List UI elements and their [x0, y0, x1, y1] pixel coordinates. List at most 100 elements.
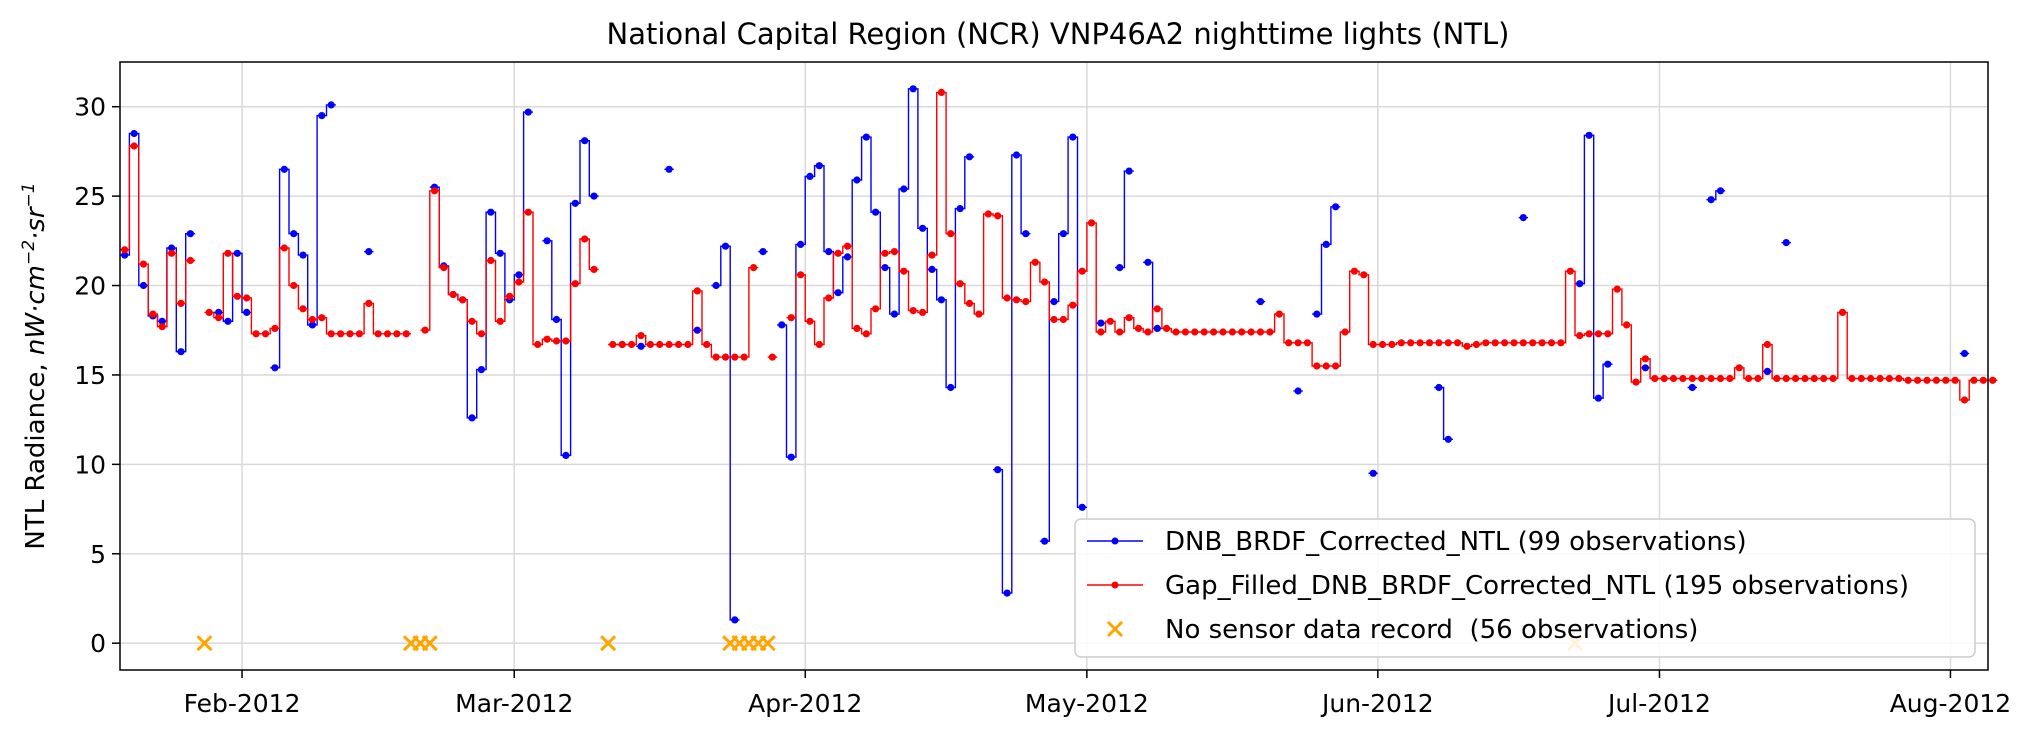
series-2 [196, 635, 1584, 652]
data-point [468, 414, 476, 422]
data-point [318, 314, 326, 322]
data-point [308, 315, 316, 324]
data-point [1435, 383, 1443, 392]
data-point [1792, 374, 1800, 383]
data-point [1378, 340, 1387, 349]
data-point [1012, 296, 1021, 304]
data-point [215, 308, 223, 316]
data-point [1444, 339, 1452, 347]
data-point [1519, 339, 1527, 347]
data-point [1407, 339, 1415, 347]
data-point [477, 366, 485, 374]
data-point [121, 246, 129, 254]
data-point [768, 353, 777, 361]
data-point [233, 249, 241, 257]
data-point [186, 256, 194, 265]
data-point [346, 330, 354, 338]
series-line-segment [1115, 170, 1134, 269]
data-point [534, 340, 542, 349]
data-point [1735, 364, 1743, 372]
data-point [552, 337, 561, 345]
data-point [919, 308, 927, 316]
data-point [430, 187, 439, 195]
data-point [637, 342, 645, 350]
data-point [1510, 339, 1518, 347]
x-tick-label: Jul-2012 [1606, 689, 1711, 718]
data-point [365, 248, 373, 256]
data-point [1547, 339, 1556, 347]
data-point [900, 185, 908, 193]
data-point [224, 249, 232, 257]
data-point [515, 271, 523, 279]
data-point [1472, 340, 1480, 349]
data-point [1059, 315, 1067, 324]
data-point [1350, 267, 1358, 275]
data-point [1716, 187, 1725, 195]
data-point [1904, 376, 1912, 384]
data-point [1332, 203, 1340, 211]
data-point [1134, 324, 1143, 332]
data-point [909, 85, 917, 93]
data-point [271, 324, 279, 332]
data-point [1097, 328, 1105, 336]
data-point [487, 256, 495, 265]
data-point [290, 281, 298, 290]
data-point [1463, 342, 1471, 350]
data-point [1247, 328, 1255, 336]
data-point [552, 315, 561, 324]
data-point [628, 340, 636, 349]
data-point [581, 235, 589, 243]
chart-title: National Capital Region (NCR) VNP46A2 ni… [607, 17, 1510, 51]
data-point [1848, 374, 1856, 383]
data-point [233, 292, 241, 300]
data-point [862, 133, 870, 141]
data-point [646, 340, 655, 349]
data-point [806, 317, 814, 325]
data-point [496, 317, 504, 325]
data-point [327, 330, 335, 338]
data-point [1144, 328, 1152, 336]
data-point [177, 299, 185, 307]
data-point [1623, 321, 1631, 329]
data-point [1285, 339, 1293, 347]
data-point [506, 292, 514, 300]
data-point [1885, 374, 1893, 383]
y-tick-label: 30 [74, 93, 106, 122]
data-point [1576, 332, 1584, 340]
data-point [1050, 298, 1058, 306]
data-point [1801, 374, 1809, 383]
data-point [1106, 317, 1114, 325]
data-point [571, 280, 579, 288]
data-point [618, 340, 626, 349]
x-tick-label: May-2012 [1025, 689, 1149, 718]
data-point [937, 88, 946, 96]
data-point [1031, 258, 1039, 266]
data-point [1538, 339, 1546, 347]
data-point [1191, 328, 1199, 336]
data-point [1876, 374, 1884, 383]
data-point [1116, 328, 1124, 336]
data-point [1585, 330, 1593, 338]
data-point [1294, 387, 1302, 395]
data-point [797, 240, 805, 248]
data-point [1989, 376, 1997, 384]
data-point [1435, 339, 1443, 347]
series-line-segment [120, 145, 196, 328]
data-point [1960, 396, 1969, 404]
series-line-segment [1434, 386, 1453, 440]
data-point [1454, 339, 1462, 347]
data-point [571, 199, 579, 207]
data-point [421, 326, 429, 334]
data-point [956, 280, 964, 288]
data-point [1369, 340, 1377, 349]
data-point [843, 253, 852, 261]
data-point [1641, 355, 1649, 363]
data-point [1491, 339, 1499, 347]
data-point [712, 281, 720, 290]
data-point [1942, 376, 1950, 384]
data-point [205, 308, 213, 316]
data-point [543, 237, 551, 245]
data-point [1332, 362, 1340, 370]
data-point [1341, 328, 1349, 336]
